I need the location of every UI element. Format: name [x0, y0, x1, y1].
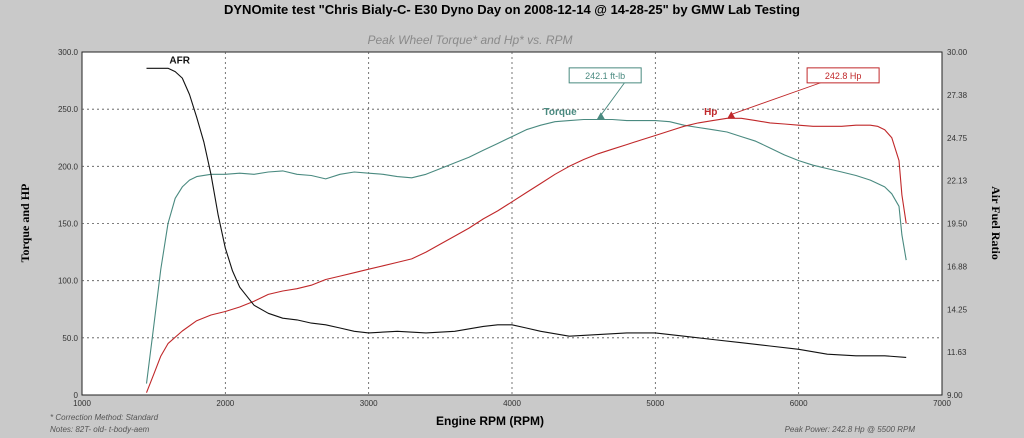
x-tick-label: 5000 [646, 399, 664, 408]
x-tick-label: 6000 [790, 399, 808, 408]
series-labels: AFR Torque Hp 242.1 ft-lb 242.8 Hp [169, 55, 880, 120]
torque-callout-line [600, 81, 626, 116]
x-tick-label: 2000 [216, 399, 234, 408]
tick-labels: 1000 2000 3000 4000 5000 6000 7000 0 50.0 100.0 15… [58, 48, 968, 408]
y2-tick-label: 14.25 [947, 305, 968, 314]
y-tick-label: 100.0 [58, 277, 79, 286]
y-tick-label: 150.0 [58, 220, 79, 229]
y-tick-label: 0 [74, 391, 79, 400]
notes: Notes: 82T- old- t-body-aem [50, 425, 150, 434]
y-tick-label: 50.0 [62, 334, 78, 343]
grid [82, 52, 942, 395]
hp-peak-marker [727, 111, 736, 119]
series-label-torque: Torque [544, 107, 578, 118]
series-label-afr: AFR [169, 55, 190, 66]
series-line-afr [146, 67, 907, 358]
y2-tick-label: 22.13 [947, 177, 968, 186]
y-tick-label: 250.0 [58, 105, 79, 114]
y2-tick-label: 30.00 [947, 48, 968, 57]
series-label-hp: Hp [704, 107, 717, 118]
peak-power-note: Peak Power: 242.8 Hp @ 5500 RPM [785, 425, 916, 434]
torque-peak-marker [596, 112, 605, 120]
hp-callout-text: 242.8 Hp [825, 71, 862, 81]
chart-subtitle: Peak Wheel Torque* and Hp* vs. RPM [368, 33, 573, 47]
correction-note: * Correction Method: Standard [50, 413, 159, 422]
y2-tick-label: 24.75 [947, 134, 968, 143]
y2-axis-label: Air Fuel Ratio [989, 186, 1003, 260]
y2-tick-label: 11.63 [947, 348, 967, 357]
x-tick-label: 4000 [503, 399, 521, 408]
torque-callout-box [568, 67, 642, 84]
x-tick-label: 7000 [933, 399, 951, 408]
hp-callout-line [731, 81, 824, 115]
chart-title: DYNOmite test "Chris Bialy-C- E30 Dyno D… [224, 2, 800, 17]
y2-tick-label: 27.38 [947, 91, 968, 100]
y2-tick-label: 16.88 [947, 262, 968, 271]
y-tick-label: 300.0 [58, 48, 79, 57]
torque-callout-text: 242.1 ft-lb [585, 71, 625, 81]
series-line-hp [145, 117, 907, 393]
y-tick-label: 200.0 [58, 162, 79, 171]
x-tick-label: 3000 [360, 399, 378, 408]
series-lines [145, 67, 907, 393]
hp-callout-box [806, 67, 880, 84]
x-tick-label: 1000 [73, 399, 91, 408]
series-line-torque [145, 118, 907, 384]
x-axis-label: Engine RPM (RPM) [436, 414, 544, 428]
y-axis-label: Torque and HP [18, 184, 32, 263]
y2-tick-label: 19.50 [947, 220, 968, 229]
y2-tick-label: 9.00 [947, 391, 963, 400]
